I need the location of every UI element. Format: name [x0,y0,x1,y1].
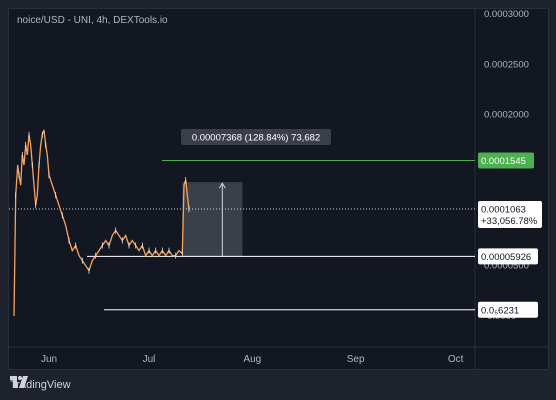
measure-label-box [181,129,331,145]
horizontal-line-label: 0.0₅6231 [481,305,519,316]
measure-label: 0.00007368 (128.84%) 73,682 [192,133,320,144]
chart-pane[interactable]: 0.00030000.00025000.00020000.00015000.00… [8,8,549,370]
measure-box[interactable] [182,182,243,257]
current-price-tag [478,200,542,228]
measure-arrow-head [218,182,226,189]
target-price-label: 0.0001545 [481,156,526,167]
y-tick-label: 0.0000500 [484,261,529,272]
symbol-title: noice/USD - UNI, 4h, DEXTools.io [17,15,168,26]
footer: TradingView [10,376,71,394]
horizontal-line-tag [478,248,538,265]
target-price-tag [478,152,534,169]
y-tick-label: 0.0003000 [484,9,529,20]
y-tick-label: 0.0002000 [484,110,529,121]
price-chart[interactable]: 0.00030000.00025000.00020000.00015000.00… [9,9,548,369]
x-tick-label: Sep [347,354,365,365]
tradingview-logo-icon[interactable] [10,376,28,388]
current-price-change: +33,056.78% [481,216,538,227]
y-tick-label: 0.0002500 [484,59,529,70]
price-series-line[interactable] [13,129,190,317]
horizontal-line-tag [478,301,538,318]
x-tick-label: Oct [448,354,464,365]
x-tick-label: Aug [243,354,261,365]
x-tick-label: Jun [41,354,57,365]
horizontal-line-label: 0.00005926 [481,252,531,263]
x-tick-label: Jul [143,354,156,365]
current-price-label: 0.0001063 [481,204,526,215]
